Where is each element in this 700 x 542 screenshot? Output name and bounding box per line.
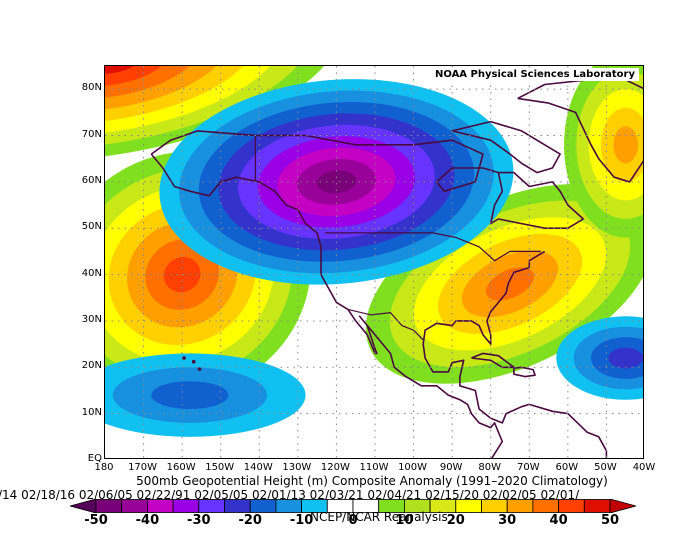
colorbar-tick-label: -30 [187,513,211,528]
longitude-tick-label: 150W [205,462,235,473]
longitude-tick-label: 70W [516,462,540,473]
latitude-tick-label: 20N [81,360,102,372]
colorbar-segment [481,499,508,513]
colorbar-segment [198,499,225,513]
longitude-tick-label: 120W [320,462,350,473]
colorbar-segment [172,499,200,513]
longitude-tick-label: 90W [439,462,463,473]
colorbar-tick-label: -20 [238,513,262,528]
latitude-tick-label: 60N [81,174,102,186]
colorbar-tick-label: -10 [289,513,314,528]
coastline-baffin-island [451,120,561,174]
colorbar-segment [558,499,585,513]
anomaly-map [105,66,643,458]
colorbar-segment [147,499,174,513]
colorbar-segment [275,499,302,513]
map-panel: NOAA Physical Sciences Laboratory [104,65,644,459]
latitude-tick-label: 30N [81,313,102,325]
longitude-tick-label: 60W [555,462,579,473]
border-us-mexico [347,308,424,341]
longitude-tick-label: 50W [594,462,617,473]
longitude-tick-label: 110W [359,462,389,473]
latitude-tick-label: 80N [81,82,102,94]
latitude-tick-label: 10N [81,406,102,418]
longitude-tick-label: 180 [94,462,114,473]
negative-anomaly-subtropical-pacific [105,353,306,437]
island-hawaii [197,367,202,371]
longitude-tick-label: 40W [632,462,656,473]
colorbar-tick-label: 10 [395,513,414,528]
longitude-tick-label: 80W [478,462,502,473]
colorbar-segment [70,499,97,513]
longitude-tick-label: 140W [243,462,273,473]
island-hawaii [182,356,186,360]
colorbar-tick-label: -40 [135,513,160,528]
colorbar-segment [95,499,123,513]
colorbar-segment [455,499,482,513]
map-title: 500mb Geopotential Height (m) Composite … [136,474,608,488]
longitude-tick-label: 170W [128,462,158,473]
latitude-tick-label: 50N [81,221,102,233]
coastline-north-america [150,130,585,229]
dataset-label: NCEP/NCAR Reanalysis [310,510,448,524]
island-hawaii [191,359,196,364]
colorbar-tick-label: 40 [549,513,568,528]
colorbar [70,499,636,513]
colorbar-segment [249,499,277,513]
latitude-tick-label: 70N [81,128,102,140]
latitude-tick-label: EQ [87,453,102,464]
composite-dates: /14 02/18/16 02/06/05 02/22/91 02/05/05 … [0,488,580,502]
colorbar-tick-label: 20 [446,513,465,528]
negative-anomaly-atlantic [556,316,643,400]
colorbar-tick-label: 30 [498,513,517,528]
colorbar-segment [224,499,251,513]
colorbar-segment [583,499,611,513]
longitude-tick-label: 160W [166,462,196,473]
longitude-tick-label: 130W [282,462,312,473]
border-us-canada [324,232,541,262]
coastline-cuba [471,352,515,369]
colorbar-tick-label: 0 [348,513,358,528]
colorbar-segment [121,499,148,513]
latitude-tick-label: 40N [81,267,102,279]
colorbar-segment [609,499,636,513]
colorbar-tick-label: -50 [84,513,108,528]
longitude-tick-label: 100W [398,462,428,473]
colorbar-segment [506,499,534,513]
credit-label: NOAA Physical Sciences Laboratory [430,68,639,81]
colorbar-segment [532,499,559,513]
coastline-east-us [422,250,608,458]
colorbar-tick-label: 50 [600,513,620,528]
